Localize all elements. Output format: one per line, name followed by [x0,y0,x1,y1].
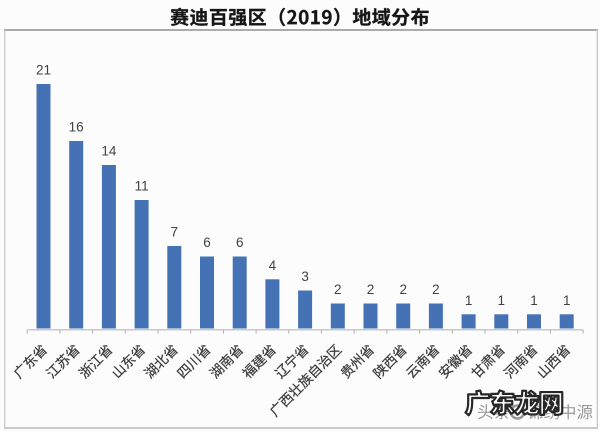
svg-text:1: 1 [530,293,538,308]
svg-text:2: 2 [432,282,440,297]
svg-text:1: 1 [465,293,473,308]
svg-text:6: 6 [203,235,211,250]
svg-text:2: 2 [367,282,375,297]
svg-text:11: 11 [135,179,149,194]
svg-text:6: 6 [236,235,244,250]
svg-text:2: 2 [334,282,342,297]
svg-text:7: 7 [171,225,179,240]
svg-text:21: 21 [36,63,51,78]
svg-text:3: 3 [301,269,309,284]
svg-text:14: 14 [101,144,117,159]
svg-text:1: 1 [563,293,571,308]
svg-text:16: 16 [69,120,84,135]
svg-text:2: 2 [399,282,407,297]
svg-text:1: 1 [498,293,506,308]
svg-text:4: 4 [269,258,277,273]
